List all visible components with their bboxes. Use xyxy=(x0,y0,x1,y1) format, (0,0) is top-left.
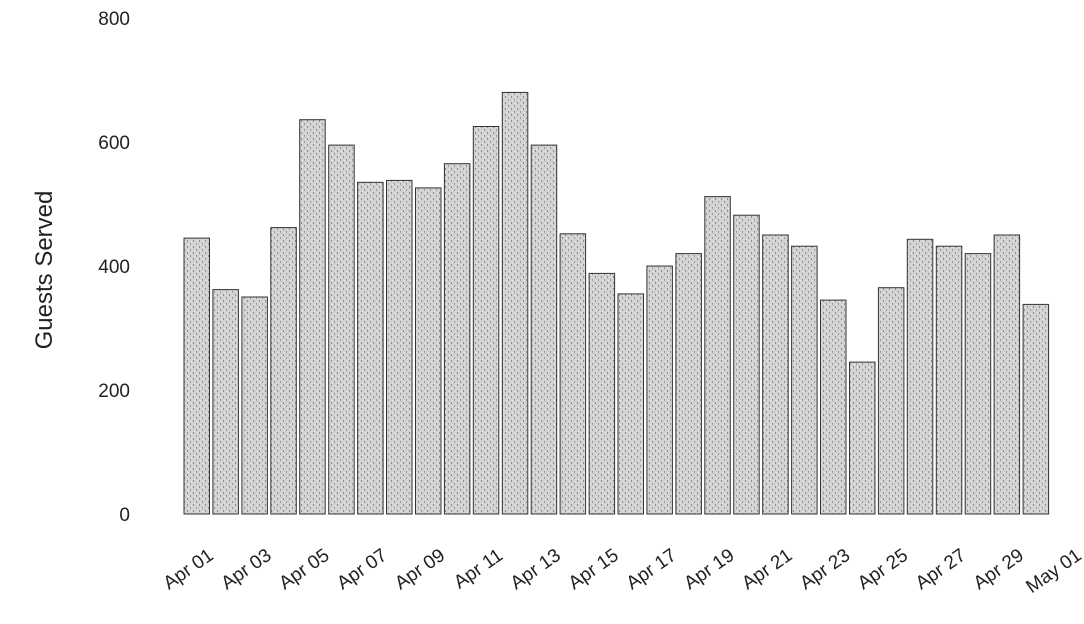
x-tick-label: Apr 09 xyxy=(391,545,449,594)
y-tick-label: 800 xyxy=(98,9,130,30)
bar-apr-04 xyxy=(270,227,297,515)
bar-apr-01 xyxy=(183,237,210,515)
x-tick-label: Apr 07 xyxy=(333,545,391,594)
x-tick-label: Apr 25 xyxy=(854,545,912,594)
bar-apr-27 xyxy=(935,245,963,515)
bar-apr-20 xyxy=(733,214,760,515)
bars-group xyxy=(183,91,1050,515)
bar-apr-13 xyxy=(530,144,558,515)
y-tick-label: 600 xyxy=(98,133,130,154)
bar-apr-15 xyxy=(588,272,616,515)
y-axis-title: Guests Served xyxy=(31,191,58,350)
x-tick-label: Apr 15 xyxy=(565,545,623,594)
x-tick-label: May 01 xyxy=(1022,545,1084,598)
bar-apr-30 xyxy=(1022,303,1050,515)
x-tick-label: Apr 23 xyxy=(796,545,854,594)
x-tick-label: Apr 21 xyxy=(738,545,796,594)
x-tick-label: Apr 29 xyxy=(970,545,1028,594)
bar-apr-24 xyxy=(849,361,876,515)
bar-apr-14 xyxy=(559,233,587,515)
x-tick-label: Apr 17 xyxy=(623,545,681,594)
bar-apr-29 xyxy=(993,234,1021,515)
x-tick-label: Apr 05 xyxy=(275,545,333,594)
x-tick-label: Apr 27 xyxy=(912,545,970,594)
bar-apr-21 xyxy=(762,234,789,515)
bar-apr-25 xyxy=(877,287,905,515)
bar-apr-17 xyxy=(646,265,673,515)
bar-apr-08 xyxy=(386,179,413,515)
bar-apr-03 xyxy=(241,296,268,515)
y-tick-label: 0 xyxy=(119,505,130,526)
y-tick-label: 200 xyxy=(98,381,130,402)
bar-apr-11 xyxy=(472,126,500,515)
bar-apr-07 xyxy=(357,181,384,515)
bar-apr-05 xyxy=(299,119,326,515)
bar-apr-19 xyxy=(704,196,731,515)
x-tick-label: Apr 11 xyxy=(450,545,507,594)
bar-apr-09 xyxy=(415,187,442,515)
bar-apr-26 xyxy=(906,238,934,515)
x-tick-label: Apr 03 xyxy=(218,545,276,594)
x-tick-label: Apr 13 xyxy=(507,545,565,594)
y-axis-tick-labels: 0 200 400 600 800 xyxy=(98,9,130,526)
x-axis-tick-labels: Apr 01 Apr 03 Apr 05 Apr 07 Apr 09 Apr 11 Apr … xyxy=(160,545,1084,598)
bar-apr-02 xyxy=(212,289,239,515)
x-tick-label: Apr 19 xyxy=(680,545,738,594)
bar-apr-10 xyxy=(443,163,471,515)
x-tick-label: Apr 01 xyxy=(160,545,218,594)
bar-apr-18 xyxy=(675,253,702,515)
y-tick-label: 400 xyxy=(98,257,130,278)
bar-apr-23 xyxy=(820,299,847,515)
bar-apr-12 xyxy=(501,91,529,515)
bar-apr-06 xyxy=(328,144,355,515)
bar-apr-22 xyxy=(791,245,818,515)
bar-apr-28 xyxy=(964,253,992,515)
bar-apr-16 xyxy=(617,293,644,515)
